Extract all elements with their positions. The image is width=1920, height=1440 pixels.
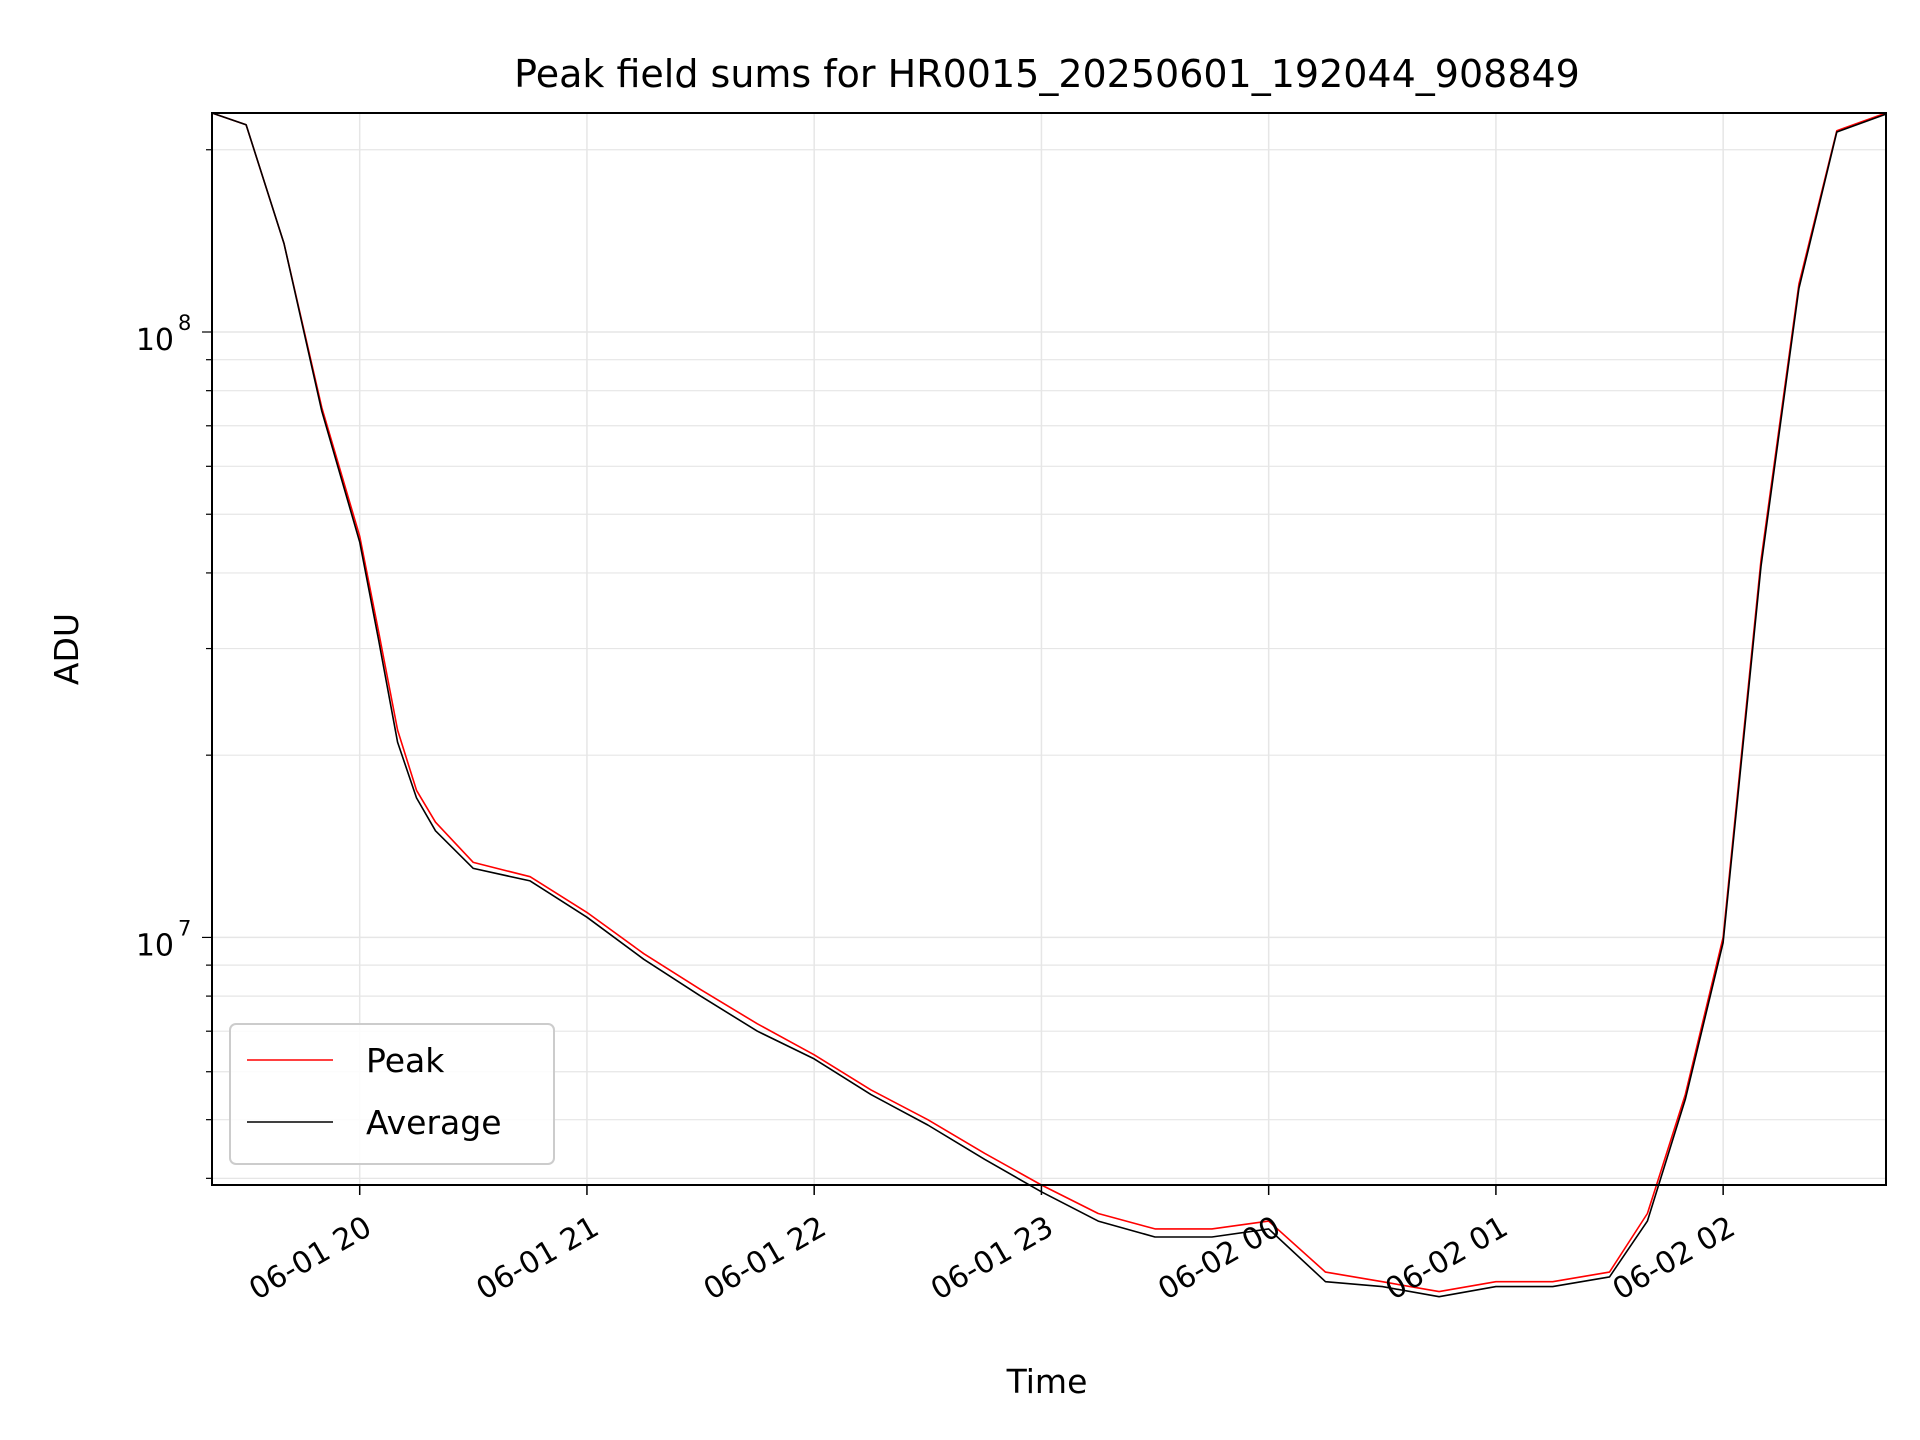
legend-box <box>229 1023 555 1165</box>
y-tick-label: 10 <box>136 928 174 963</box>
series-line-peak <box>211 112 1887 1293</box>
y-axis-label: ADU <box>47 613 86 685</box>
x-axis-label: Time <box>1006 1362 1088 1401</box>
y-tick-exponent: 7 <box>178 916 191 940</box>
y-tick-exponent: 8 <box>178 311 191 335</box>
legend-label-peak: Peak <box>366 1041 445 1080</box>
series-layer <box>211 112 1887 1298</box>
chart-title: Peak field sums for HR0015_20250601_1920… <box>514 52 1580 96</box>
y-tick-label: 10 <box>136 323 174 358</box>
legend-label-average: Average <box>366 1103 502 1142</box>
series-line-average <box>211 112 1887 1298</box>
legend: Peak Average <box>229 1023 555 1165</box>
